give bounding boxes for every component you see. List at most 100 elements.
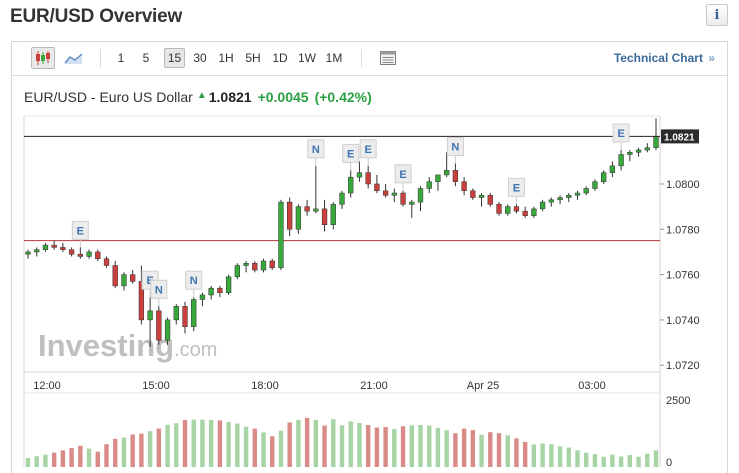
volume-bar [427,425,432,467]
chart-widget: 1 5 15 30 1H 5H 1D 1W 1M Technical Chart… [11,41,728,473]
event-flag[interactable] [507,177,525,197]
event-flag[interactable] [307,139,325,159]
timeframe-1d[interactable]: 1D [272,51,288,65]
timeframe-1[interactable]: 1 [117,51,125,65]
table-icon[interactable] [376,47,400,69]
volume-bar [51,452,57,467]
volume-bar [226,421,231,467]
timeframe-15[interactable]: 15 [164,48,185,68]
timeframe-1m[interactable]: 1M [325,51,343,65]
event-flag[interactable] [185,270,203,290]
candlestick-icon[interactable] [31,47,55,69]
volume-bar [182,419,188,467]
candle [557,197,563,201]
y-tick-label: 1.0780 [666,224,700,236]
technical-chart-link[interactable]: Technical Chart » [614,51,715,65]
candle [391,192,397,196]
chart-toolbar: 1 5 15 30 1H 5H 1D 1W 1M Technical Chart… [12,42,727,76]
volume-bar [496,433,502,467]
candle [452,170,459,182]
candle [400,192,406,205]
event-flag-label: N [451,142,459,154]
candle [348,176,354,194]
event-flag[interactable] [359,139,377,159]
volume-bar [104,444,109,467]
event-flag-label: E [77,225,84,237]
candle [191,299,197,327]
timeframe-5h[interactable]: 5H [245,51,261,65]
candle [548,199,554,203]
candle [644,147,650,151]
volume-bar [392,429,397,467]
candle [295,206,302,230]
x-tick-label: 15:00 [142,380,170,392]
candle [234,265,240,278]
technical-chart-label: Technical Chart [613,51,703,65]
volume-bar [313,419,319,467]
candle [86,251,92,257]
volume-bar [261,432,266,467]
timeframe-30[interactable]: 30 [193,51,207,65]
volume-bar [43,454,48,467]
volume-bar [243,426,249,467]
info-icon[interactable]: i [706,4,728,26]
up-arrow-icon: ▲ [196,90,207,101]
page-title: EUR/USD Overview [10,6,183,27]
candle [566,195,572,198]
price-change: +0.0045 [257,89,309,105]
volume-bar [505,435,510,467]
candle [138,281,145,321]
volume-bar [147,431,153,467]
event-flag[interactable] [342,143,360,163]
timeframe-1w[interactable]: 1W [298,51,316,65]
x-tick-label: 18:00 [251,380,279,392]
volume-bar [339,425,345,467]
timeframe-5[interactable]: 5 [142,51,150,65]
candle [147,310,153,321]
candle [225,276,232,293]
volume-bar [217,420,223,467]
volume-bar [322,425,327,467]
volume-bar [522,441,528,467]
volume-bar [235,423,240,467]
candle [243,263,249,266]
toolbar-separator [361,49,362,67]
event-flag-label: E [347,148,354,160]
event-flag[interactable] [150,279,168,299]
candle [199,294,206,300]
candle [382,190,389,196]
double-chevron-right-icon: » [708,51,715,65]
candle [409,201,415,205]
volume-bar [296,419,301,467]
event-flag[interactable] [394,164,412,184]
event-flag[interactable] [71,220,89,240]
volume-bar [278,430,284,467]
volume-bar [25,458,31,467]
candle [304,206,310,212]
candle [609,165,616,173]
event-flag[interactable] [446,137,464,157]
candle [313,208,319,212]
volume-bar [618,456,624,467]
volume-bar [331,419,336,467]
event-flag-label: N [190,275,198,287]
candle [260,260,267,271]
volume-bar [200,419,205,467]
candle [182,306,188,327]
volume-bar [557,446,563,467]
event-flag[interactable] [612,123,630,143]
volume-bar [348,421,353,467]
instrument-name: EUR/USD - Euro US Dollar [24,89,193,105]
event-flag-label: N [312,144,320,156]
volume-bar [540,443,545,467]
investing-watermark: Investing.com [38,328,217,363]
candle [531,208,537,216]
volume-bar [113,438,118,467]
volume-bar [270,436,275,467]
candle [103,258,110,266]
event-flag-label: E [364,144,371,156]
area-chart-icon[interactable] [62,47,86,69]
timeframe-1h[interactable]: 1H [218,51,234,65]
candle [130,274,136,282]
